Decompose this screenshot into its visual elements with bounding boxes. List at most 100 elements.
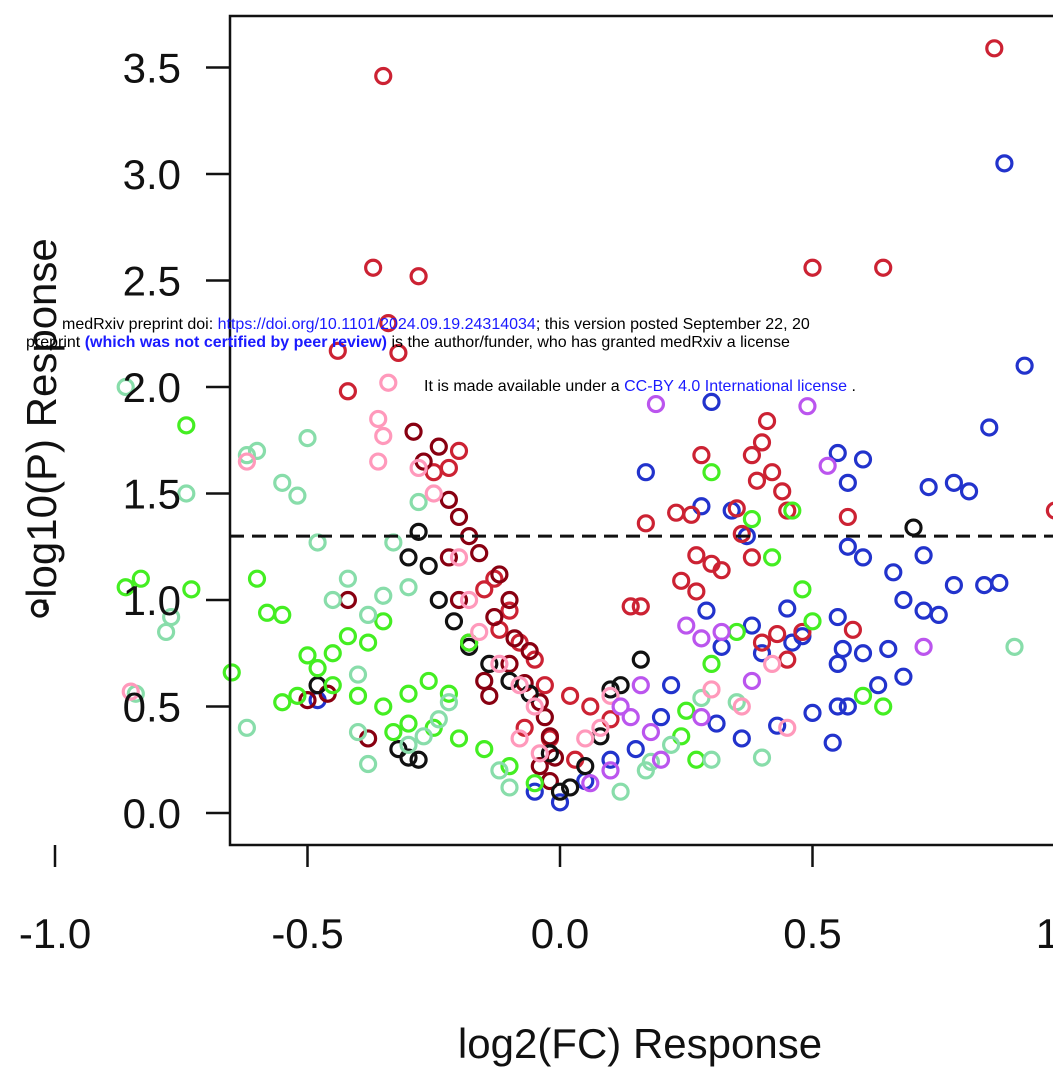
y-tick-label: 2.0 [123,364,181,411]
data-point [419,671,438,691]
data-point [702,750,721,769]
data-point [505,629,524,648]
data-point [399,748,418,767]
y-axis-label: -log10(P) Response [18,238,65,612]
y-tick-label: 2.5 [123,258,181,305]
data-point [793,580,812,599]
not-peer-reviewed-note: (which was not certified by peer review) [84,334,388,351]
data-point [525,774,544,793]
data-point [707,714,726,733]
data-point [843,620,863,639]
data-point [874,258,893,277]
preprint-banner-line-3: It is made available under a CC-BY 4.0 I… [0,378,1053,396]
data-point [247,441,267,460]
data-point [677,701,696,720]
data-point [702,392,721,412]
data-point [803,703,822,722]
data-point [1015,356,1034,375]
data-point [374,426,393,446]
data-point [338,382,357,401]
data-point [429,437,448,456]
data-point [323,644,342,663]
data-point [328,341,347,360]
data-point [237,452,256,471]
data-point [687,546,706,565]
banner-line1-prefix: medRxiv preprint doi: [62,316,218,333]
data-point [712,637,731,656]
data-point [439,548,458,567]
data-point [359,754,378,774]
x-tick-label: 1.0 [1036,910,1053,957]
data-point [237,718,256,737]
x-tick-label: 0.0 [531,910,589,957]
data-point [828,607,847,627]
data-point [636,761,655,780]
data-point [874,697,893,716]
data-point [803,258,822,277]
data-point [399,714,418,733]
data-point [490,654,509,674]
data-point [661,676,681,695]
doi-link[interactable]: https://doi.org/10.1101/2024.09.19.24314… [217,316,536,333]
data-point [576,729,595,748]
data-point [768,716,787,735]
data-point [894,667,913,686]
data-point [409,492,428,512]
x-tick-label: -0.5 [271,910,343,957]
data-point [475,580,494,599]
data-point [742,509,762,529]
data-point [348,665,368,684]
data-point [601,761,620,780]
data-point [692,446,711,465]
data-point [162,607,181,627]
banner-line3-prefix: It is made available under a [424,378,625,395]
data-point [258,603,277,622]
data-point [626,739,645,759]
data-point [803,612,822,631]
data-point [550,782,570,801]
preprint-banner-line-1: medRxiv preprint doi: https://doi.org/10… [0,316,1053,334]
data-point [621,708,640,727]
data-point [369,452,388,471]
y-tick-label: 3.0 [123,151,181,198]
data-point [500,601,519,620]
data-point [636,463,655,482]
banner-line2-prefix: preprint [26,334,85,351]
data-point [773,482,792,501]
data-point [323,676,342,695]
data-point [560,778,580,797]
data-point [182,580,201,599]
data-point [742,446,762,465]
data-point [879,639,898,659]
data-point [374,612,393,631]
data-point [116,578,135,597]
data-point [975,575,994,595]
data-point [985,39,1004,58]
data-point [914,546,933,565]
data-point [712,561,731,580]
data-point [757,411,777,431]
data-point [500,757,519,776]
data-point [944,473,964,492]
data-point [783,633,802,652]
data-point [621,597,640,616]
data-point [490,565,509,584]
data-point [853,644,873,663]
data-point [823,733,842,752]
data-point [480,686,499,705]
data-point [576,757,595,776]
data-point [778,650,797,669]
data-point [631,650,650,669]
data-point [364,258,383,277]
data-point [485,607,504,627]
y-axis: 0.0 0.5 1.0 1.5 2.0 2.5 3.0 3.5 [123,45,230,837]
data-point [409,750,428,769]
data-point [500,590,519,610]
y-tick-label: 1.0 [123,577,181,624]
data-point [449,590,469,610]
data-point [838,697,857,716]
license-link[interactable]: CC-BY 4.0 International license [624,378,848,395]
data-point [530,757,549,776]
data-point [298,691,317,710]
